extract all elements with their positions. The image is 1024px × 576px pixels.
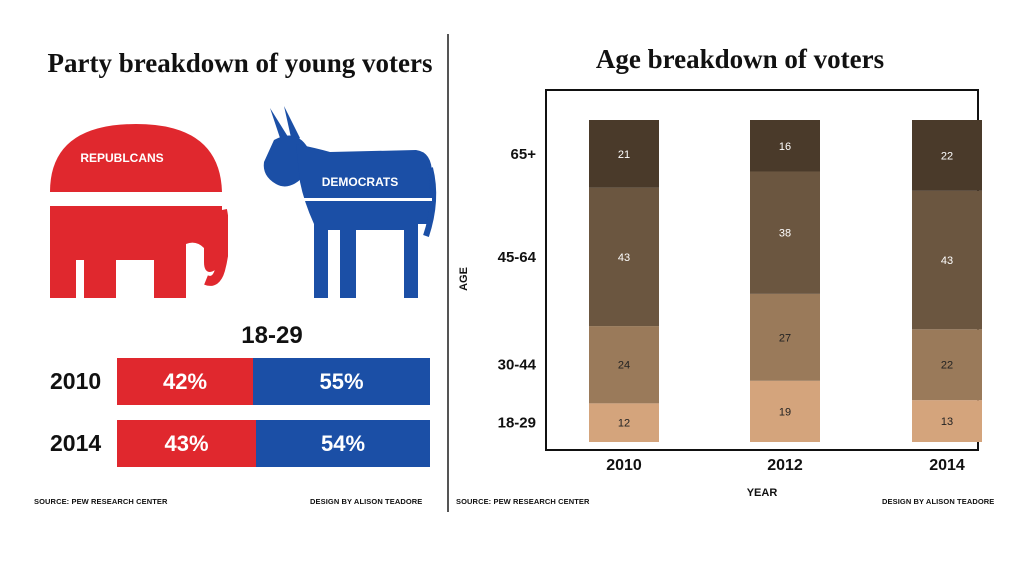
age-bar-segment: [912, 190, 982, 330]
right-source: SOURCE: PEW RESEARCH CENTER: [456, 497, 590, 506]
republican-value-label: 42%: [162, 369, 208, 394]
age-bar-value-label: 22: [941, 150, 953, 162]
republicans-label: REPUBLCANS: [80, 151, 163, 165]
y-tick-label: 30-44: [498, 357, 537, 374]
age-bar-segment: [750, 171, 820, 294]
y-tick-label: 18-29: [498, 415, 536, 432]
x-tick-label: 2010: [606, 457, 642, 474]
age-chart-title: Age breakdown of voters: [595, 44, 885, 74]
age-bar-value-label: 12: [618, 418, 630, 430]
age-bar-value-label: 13: [941, 416, 953, 428]
age-bar-segment: [912, 329, 982, 401]
democrat-value-label: 55%: [319, 369, 364, 394]
left-design-credit: DESIGN BY ALISON TEADORE: [310, 497, 423, 506]
right-design-credit: DESIGN BY ALISON TEADORE: [882, 497, 995, 506]
age-bar-segment: [750, 293, 820, 381]
age-bar-value-label: 16: [779, 141, 791, 153]
age-bar-value-label: 27: [779, 332, 791, 344]
age-bar-segment: [589, 187, 659, 327]
age-bar-value-label: 19: [779, 406, 791, 418]
age-bar-value-label: 38: [779, 228, 791, 240]
age-bar-segment: [912, 400, 982, 442]
republican-value-label: 43%: [164, 431, 209, 456]
democrats-label: DEMOCRATS: [322, 175, 398, 189]
donkey-icon: DEMOCRATS: [263, 106, 437, 298]
y-axis-label: AGE: [458, 267, 470, 291]
age-stacked-bar-chart: 12 24 43 21 19 27 38 16 13 22 43 22 18-29 30-44 45-64…: [458, 89, 982, 499]
party-year-label: 2014: [50, 430, 102, 456]
y-tick-label: 65+: [511, 146, 537, 163]
age-bar-value-label: 24: [618, 360, 630, 372]
democrat-value-label: 54%: [320, 431, 366, 456]
age-bar-segment: [589, 403, 659, 442]
x-tick-label: 2012: [767, 457, 803, 474]
age-bar-value-label: 43: [618, 252, 630, 264]
age-bar-segment: [589, 120, 659, 188]
age-bar-segment: [750, 120, 820, 172]
x-axis-label: YEAR: [747, 487, 778, 499]
republican-bar: 42%: [117, 358, 253, 405]
age-bar-segment: [750, 380, 820, 442]
elephant-icon: REPUBLCANS: [50, 124, 228, 298]
left-source: SOURCE: PEW RESEARCH CENTER: [34, 497, 168, 506]
panel-divider: [447, 34, 449, 512]
democrat-bar: 54%: [256, 420, 430, 467]
republican-bar: 43%: [117, 420, 256, 467]
age-bar-value-label: 22: [941, 360, 953, 372]
age-bar-value-label: 43: [941, 255, 953, 267]
age-group-label: 18-29: [241, 322, 303, 349]
age-bar-segment: [912, 120, 982, 191]
age-bar-value-label: 21: [618, 149, 630, 161]
democrat-bar: 55%: [253, 358, 430, 405]
x-tick-label: 2014: [929, 457, 965, 474]
party-chart-title: Party breakdown of young voters: [47, 48, 433, 78]
y-tick-label: 45-64: [498, 249, 537, 266]
age-bar-segment: [589, 326, 659, 404]
party-year-label: 2010: [50, 368, 102, 394]
